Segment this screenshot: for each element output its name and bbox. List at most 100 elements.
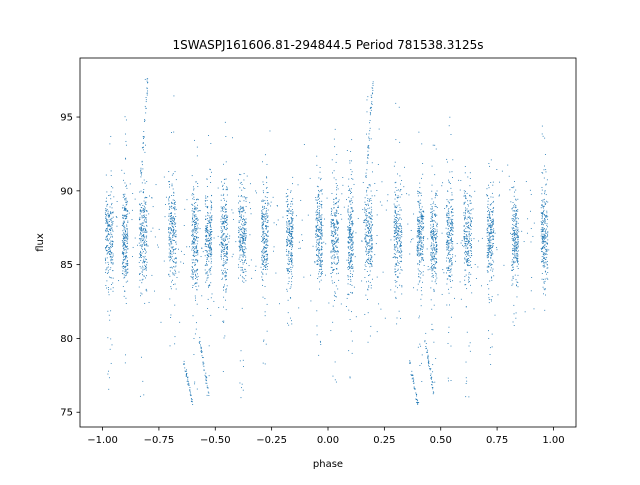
scatter-point bbox=[209, 271, 211, 273]
scatter-point bbox=[337, 288, 339, 290]
scatter-point bbox=[349, 236, 351, 238]
scatter-point bbox=[123, 295, 125, 297]
scatter-point bbox=[364, 201, 366, 203]
scatter-point bbox=[123, 195, 125, 197]
scatter-point bbox=[452, 226, 454, 228]
scatter-point bbox=[370, 211, 372, 213]
scatter-point bbox=[469, 195, 471, 197]
scatter-point bbox=[515, 253, 517, 255]
scatter-point bbox=[399, 246, 401, 248]
scatter-point bbox=[146, 219, 148, 221]
scatter-point bbox=[227, 238, 229, 240]
scatter-point bbox=[289, 232, 291, 234]
scatter-point bbox=[397, 270, 399, 271]
scatter-point bbox=[107, 239, 109, 241]
scatter-point bbox=[466, 380, 468, 382]
scatter-point bbox=[220, 230, 222, 232]
scatter-point bbox=[446, 241, 448, 243]
scatter-point bbox=[320, 236, 322, 238]
scatter-point bbox=[419, 182, 421, 184]
scatter-point bbox=[226, 236, 228, 238]
scatter-point bbox=[489, 233, 491, 234]
scatter-point bbox=[422, 218, 424, 220]
scatter-point bbox=[224, 179, 226, 180]
scatter-point bbox=[321, 259, 323, 261]
scatter-point bbox=[210, 207, 212, 209]
scatter-point bbox=[204, 228, 206, 230]
scatter-point bbox=[126, 269, 127, 271]
scatter-point bbox=[544, 278, 546, 280]
scatter-point bbox=[262, 181, 264, 183]
scatter-point bbox=[241, 245, 242, 246]
scatter-point bbox=[397, 234, 399, 235]
scatter-point bbox=[336, 257, 338, 259]
scatter-point bbox=[287, 221, 289, 223]
scatter-point bbox=[370, 229, 372, 231]
scatter-point bbox=[420, 238, 422, 239]
scatter-point bbox=[319, 252, 320, 254]
scatter-point bbox=[465, 222, 467, 223]
scatter-point bbox=[488, 260, 489, 262]
scatter-point bbox=[222, 221, 224, 223]
scatter-point bbox=[288, 221, 290, 223]
scatter-point bbox=[243, 249, 245, 251]
scatter-point bbox=[174, 206, 176, 208]
scatter-point bbox=[206, 199, 208, 201]
scatter-point bbox=[109, 319, 111, 321]
scatter-point bbox=[140, 292, 142, 294]
scatter-point bbox=[122, 270, 124, 272]
scatter-point bbox=[465, 234, 467, 236]
scatter-point bbox=[421, 253, 423, 255]
scatter-point bbox=[401, 257, 402, 259]
scatter-point bbox=[241, 217, 242, 219]
scatter-point bbox=[191, 224, 193, 226]
scatter-point bbox=[170, 212, 172, 214]
scatter-point bbox=[171, 267, 173, 269]
scatter-point bbox=[511, 265, 513, 266]
scatter-point bbox=[223, 198, 225, 199]
scatter-point bbox=[239, 247, 241, 249]
scatter-point bbox=[515, 312, 517, 314]
scatter-point bbox=[430, 217, 432, 219]
scatter-point bbox=[146, 244, 148, 246]
scatter-point bbox=[146, 224, 147, 226]
scatter-point bbox=[464, 231, 466, 232]
scatter-point bbox=[436, 236, 438, 238]
scatter-point bbox=[336, 240, 338, 241]
scatter-point bbox=[423, 237, 424, 239]
scatter-point bbox=[400, 209, 402, 211]
scatter-point bbox=[371, 264, 373, 266]
scatter-point bbox=[240, 245, 241, 247]
scatter-point bbox=[436, 249, 438, 250]
scatter-point bbox=[287, 200, 289, 202]
scatter-point bbox=[263, 213, 265, 215]
scatter-point bbox=[143, 205, 145, 207]
scatter-point bbox=[211, 239, 213, 241]
scatter-point bbox=[349, 262, 351, 264]
scatter-point bbox=[238, 266, 240, 268]
scatter-point bbox=[318, 250, 320, 252]
scatter-point bbox=[397, 262, 399, 263]
scatter-point bbox=[419, 228, 421, 229]
scatter-point bbox=[266, 177, 268, 179]
scatter-point bbox=[226, 200, 228, 202]
scatter-point bbox=[290, 211, 292, 212]
scatter-point bbox=[191, 235, 193, 237]
scatter-point bbox=[511, 284, 513, 286]
scatter-point bbox=[207, 212, 208, 214]
scatter-point bbox=[222, 248, 224, 250]
scatter-point bbox=[290, 216, 292, 218]
scatter-point bbox=[168, 235, 170, 237]
scatter-point bbox=[464, 192, 466, 194]
scatter-point bbox=[419, 191, 420, 193]
scatter-point bbox=[333, 224, 335, 226]
scatter-point bbox=[262, 209, 264, 210]
scatter-point bbox=[368, 200, 370, 202]
scatter-point bbox=[122, 244, 124, 246]
scatter-point bbox=[168, 203, 170, 205]
scatter-point bbox=[124, 230, 126, 232]
scatter-point bbox=[169, 345, 171, 347]
scatter-point bbox=[108, 247, 110, 248]
scatter-point bbox=[468, 262, 470, 264]
scatter-point bbox=[543, 237, 545, 238]
